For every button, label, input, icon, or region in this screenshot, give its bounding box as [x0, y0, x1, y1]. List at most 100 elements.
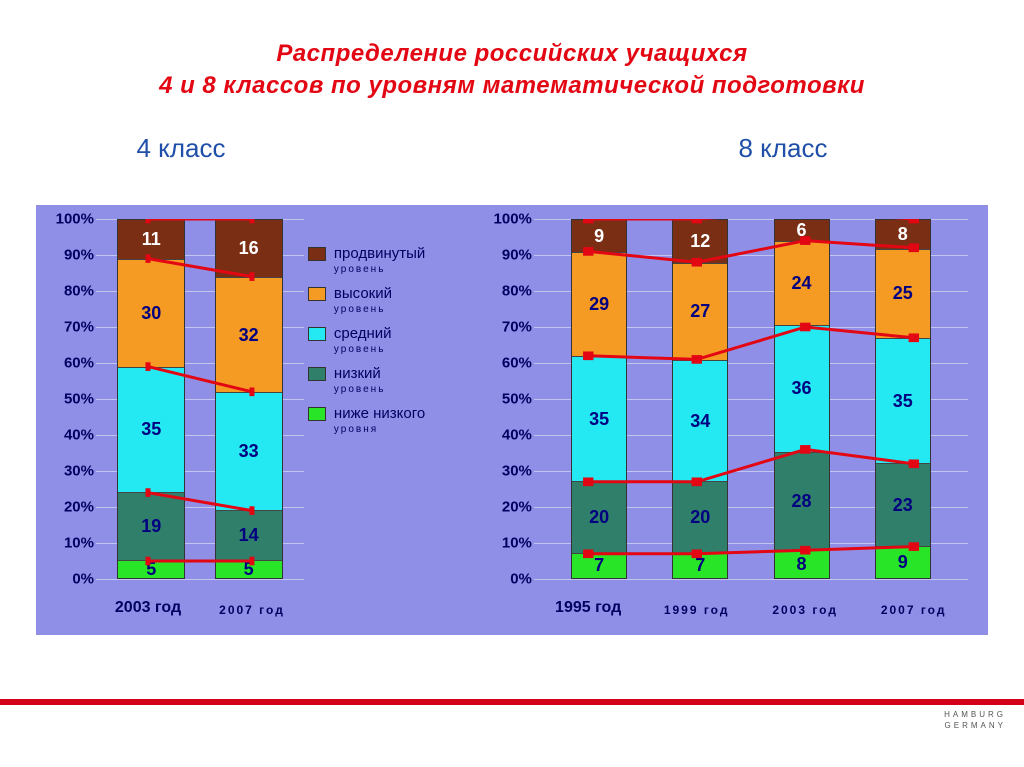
legend-item: ниже низкого [308, 405, 466, 422]
segment-advanced: 6 [775, 220, 829, 241]
segment-high: 30 [118, 259, 184, 366]
legend-swatch [308, 247, 326, 261]
segment-high: 24 [775, 241, 829, 325]
y-axis-label: 90% [44, 247, 94, 264]
grid-line [96, 579, 304, 580]
y-axis-label: 20% [482, 499, 532, 516]
bar: 82836246 [774, 219, 830, 579]
segment-middle: 36 [775, 325, 829, 451]
segment-advanced: 9 [572, 220, 626, 252]
y-axis-label: 50% [482, 391, 532, 408]
subtitle-left: 4 класс [137, 133, 226, 164]
y-axis-label: 30% [44, 463, 94, 480]
segment-high: 27 [673, 263, 727, 360]
chart-grade4: 519353011514333216 продвинутыйуровеньвыс… [36, 205, 474, 635]
x-axis-label: 2007 год [864, 603, 964, 617]
segment-below: 7 [572, 553, 626, 578]
legend-label: продвинутый [334, 245, 425, 262]
y-axis-label: 40% [44, 427, 94, 444]
chart-title: Распределение российских учащихся 4 и 8 … [0, 0, 1024, 113]
segment-below: 9 [876, 546, 930, 578]
bar: 720342712 [672, 219, 728, 579]
segment-middle: 35 [118, 367, 184, 492]
y-axis-label: 70% [44, 319, 94, 336]
grid-line [534, 579, 968, 580]
y-axis-label: 80% [482, 283, 532, 300]
y-axis-label: 10% [44, 535, 94, 552]
bar: 72035299 [571, 219, 627, 579]
y-axis-label: 10% [482, 535, 532, 552]
y-axis-label: 60% [482, 355, 532, 372]
chart-grade8: 720352997203427128283624692335258 0%10%2… [474, 205, 988, 635]
y-axis-label: 100% [44, 211, 94, 228]
y-axis-label: 30% [482, 463, 532, 480]
y-axis-label: 90% [482, 247, 532, 264]
segment-advanced: 8 [876, 220, 930, 249]
segment-low: 19 [118, 492, 184, 560]
y-axis-label: 20% [44, 499, 94, 516]
footer-bar [0, 699, 1024, 705]
legend-label: низкий [334, 365, 381, 382]
x-axis-label: 1999 год [647, 603, 747, 617]
y-axis-label: 80% [44, 283, 94, 300]
footer-credit: HAMBURG GERMANY [944, 710, 1006, 731]
segment-advanced: 12 [673, 220, 727, 263]
legend-swatch [308, 367, 326, 381]
bars-group: 720352997203427128283624692335258 [534, 219, 968, 579]
bar: 92335258 [875, 219, 931, 579]
segment-high: 29 [572, 252, 626, 356]
legend-sublabel: уровень [334, 344, 466, 355]
y-axis-label: 60% [44, 355, 94, 372]
legend-sublabel: уровня [334, 424, 466, 435]
legend-swatch [308, 287, 326, 301]
y-axis-label: 50% [44, 391, 94, 408]
legend: продвинутый уровень высокий уровень средний у… [308, 245, 466, 445]
bar: 519353011 [117, 219, 185, 579]
legend-sublabel: уровень [334, 304, 466, 315]
x-axis-label: 1995 год [538, 599, 638, 617]
segment-low: 20 [572, 481, 626, 553]
segment-low: 28 [775, 452, 829, 550]
segment-advanced: 11 [118, 220, 184, 259]
segment-high: 32 [216, 277, 282, 392]
title-line-2: 4 и 8 классов по уровням математической … [40, 70, 984, 102]
segment-low: 20 [673, 481, 727, 553]
segment-below: 5 [216, 560, 282, 578]
legend-sublabel: уровень [334, 384, 466, 395]
segment-below: 7 [673, 553, 727, 578]
legend-swatch [308, 327, 326, 341]
segment-middle: 34 [673, 360, 727, 482]
legend-label: высокий [334, 285, 392, 302]
legend-label: средний [334, 325, 392, 342]
title-line-1: Распределение российских учащихся [40, 38, 984, 70]
x-axis-label: 2007 год [202, 603, 302, 617]
segment-below: 8 [775, 550, 829, 578]
y-axis-label: 100% [482, 211, 532, 228]
legend-item: низкий [308, 365, 466, 382]
segment-high: 25 [876, 249, 930, 339]
segment-below: 5 [118, 560, 184, 578]
segment-middle: 35 [572, 356, 626, 481]
legend-item: средний [308, 325, 466, 342]
legend-item: высокий [308, 285, 466, 302]
segment-advanced: 16 [216, 220, 282, 277]
segment-low: 14 [216, 510, 282, 560]
legend-item: продвинутый [308, 245, 466, 262]
segment-middle: 33 [216, 392, 282, 510]
y-axis-label: 0% [482, 571, 532, 588]
segment-low: 23 [876, 463, 930, 545]
bar: 514333216 [215, 219, 283, 579]
x-axis-label: 2003 год [755, 603, 855, 617]
legend-sublabel: уровень [334, 264, 466, 275]
segment-middle: 35 [876, 338, 930, 463]
legend-label: ниже низкого [334, 405, 425, 422]
y-axis-label: 40% [482, 427, 532, 444]
y-axis-label: 70% [482, 319, 532, 336]
bars-group: 519353011514333216 [96, 219, 304, 579]
y-axis-label: 0% [44, 571, 94, 588]
subtitle-right: 8 класс [739, 133, 828, 164]
legend-swatch [308, 407, 326, 421]
x-axis-label: 2003 год [98, 599, 198, 617]
subtitles-row: 4 класс 8 класс [0, 133, 1024, 164]
charts-container: 519353011514333216 продвинутыйуровеньвыс… [36, 205, 988, 635]
